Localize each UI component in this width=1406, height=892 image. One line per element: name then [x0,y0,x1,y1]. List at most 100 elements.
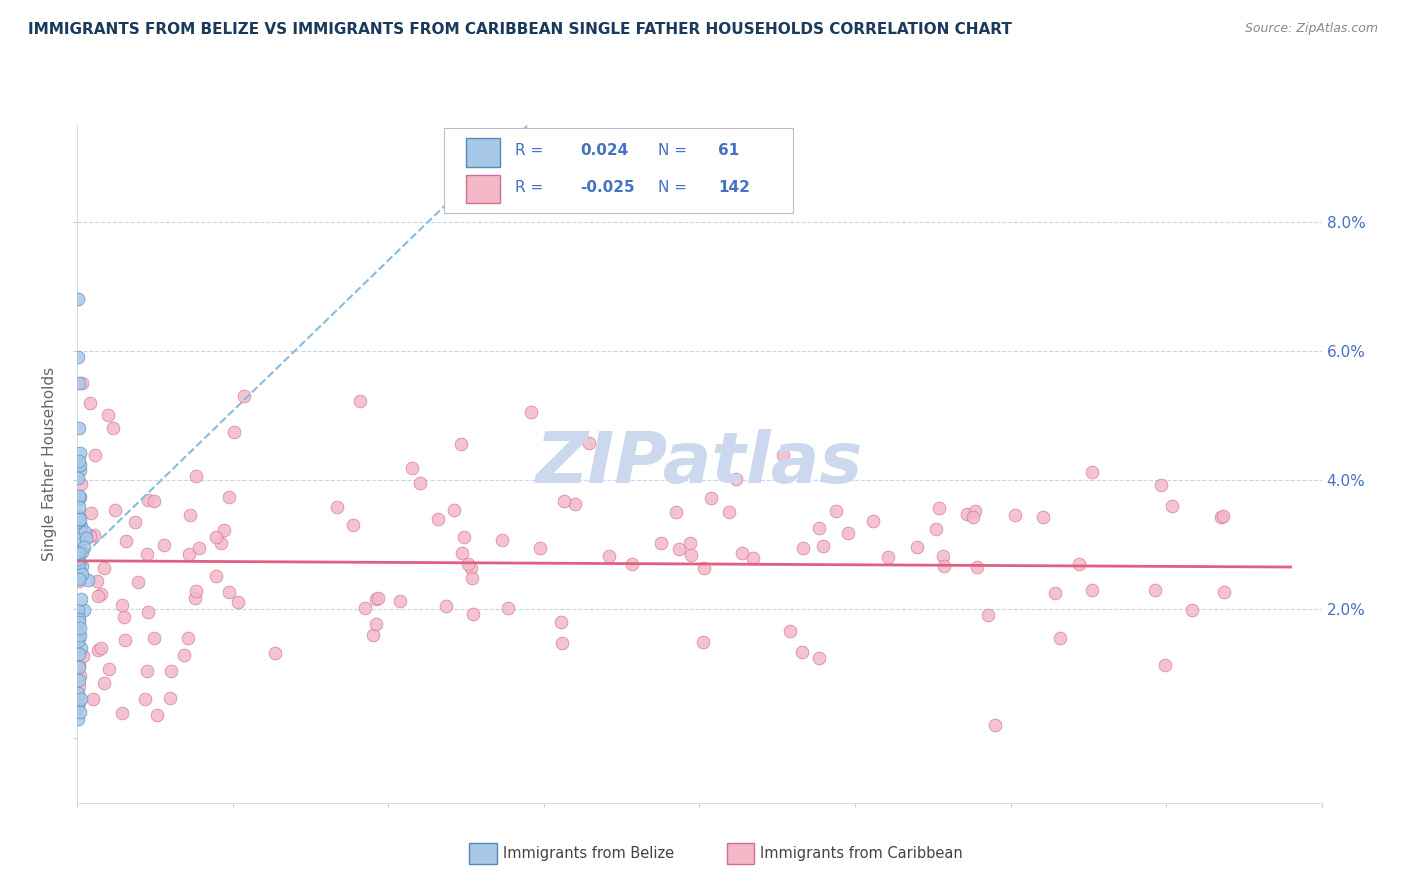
Point [66,607,89,621]
Text: N =: N = [658,180,692,195]
Point [79,529,101,543]
Point [67,500,90,514]
Point [807,521,830,535]
Point [69,512,91,526]
Point [1212,509,1234,524]
Point [366,617,388,632]
Point [434,599,457,613]
Text: ZIPatlas: ZIPatlas [536,429,863,499]
Point [111,706,134,720]
Point [361,628,384,642]
Point [69,490,91,504]
Point [1149,478,1171,492]
Point [1004,508,1026,522]
Point [925,523,948,537]
Point [232,389,254,403]
Point [529,541,551,555]
Point [664,505,686,519]
Point [67,572,90,586]
Y-axis label: Single Father Households: Single Father Households [42,367,58,561]
Point [731,546,754,560]
Point [67,557,90,571]
Point [550,615,572,630]
Point [564,497,586,511]
Point [134,692,156,706]
Point [718,505,741,519]
Point [811,539,834,553]
Point [931,549,953,563]
Point [67,421,90,435]
Point [519,405,541,419]
Point [67,549,90,563]
Point [496,600,519,615]
FancyBboxPatch shape [465,138,501,167]
Point [956,507,979,521]
Point [983,718,1005,732]
Point [837,526,859,541]
Point [114,610,136,624]
Point [177,548,200,562]
Text: Source: ZipAtlas.com: Source: ZipAtlas.com [1244,22,1378,36]
Point [461,571,484,585]
Point [1153,658,1175,673]
Point [228,594,250,608]
Text: IMMIGRANTS FROM BELIZE VS IMMIGRANTS FROM CARIBBEAN SINGLE FATHER HOUSEHOLDS COR: IMMIGRANTS FROM BELIZE VS IMMIGRANTS FRO… [28,22,1012,37]
Point [67,471,90,485]
Point [66,461,89,475]
Point [146,708,169,723]
Point [1081,466,1104,480]
Point [114,632,136,647]
Point [824,504,846,518]
Point [67,615,90,629]
Point [67,510,90,524]
FancyBboxPatch shape [465,175,501,203]
Point [67,515,90,529]
FancyBboxPatch shape [444,128,793,213]
Point [187,541,209,555]
Point [66,549,89,564]
Point [578,436,600,450]
Point [553,493,575,508]
Point [73,540,96,554]
Point [67,686,90,700]
Point [67,552,90,566]
Point [401,460,423,475]
Point [1181,602,1204,616]
Point [620,558,643,572]
Point [67,546,90,560]
Point [66,616,89,631]
Point [668,542,690,557]
Point [699,491,721,505]
Point [70,640,93,655]
Point [177,632,200,646]
Point [427,512,450,526]
Point [66,712,89,726]
Point [127,574,149,589]
Text: 0.024: 0.024 [581,143,628,158]
Point [965,504,987,518]
Point [67,673,90,687]
Point [772,448,794,462]
Point [66,571,89,585]
Point [66,292,89,306]
Point [124,516,146,530]
Point [977,608,1000,623]
Point [69,463,91,477]
Point [460,560,482,574]
Point [67,612,90,626]
Point [101,421,124,435]
Text: 61: 61 [718,143,740,158]
Point [72,649,94,664]
Point [143,494,166,508]
Point [364,591,387,606]
Point [70,591,93,606]
Point [741,550,763,565]
Point [72,567,94,582]
Point [136,547,159,561]
Point [173,648,195,662]
Point [83,527,105,541]
Point [69,446,91,460]
Point [80,506,103,520]
Point [876,549,898,564]
Point [222,425,245,439]
